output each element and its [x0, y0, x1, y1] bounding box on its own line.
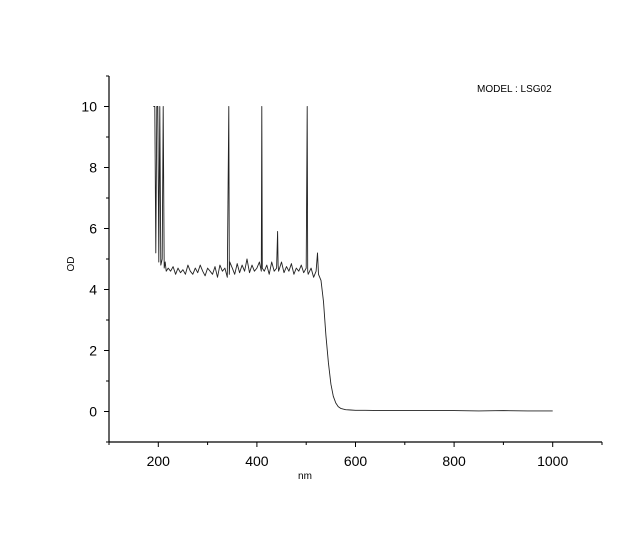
series-group	[153, 106, 553, 412]
x-tick-label: 800	[442, 453, 466, 469]
y-tick-label: 8	[89, 160, 97, 176]
x-tick-label: 400	[245, 453, 269, 469]
x-axis-title: nm	[298, 471, 312, 482]
y-axis-ticks: 0 2 4 6 8 10	[81, 75, 109, 443]
x-tick-label: 600	[344, 453, 368, 469]
y-tick-label: 0	[89, 404, 97, 420]
model-annotation: MODEL : LSG02	[477, 84, 552, 95]
series-line	[153, 106, 553, 412]
x-tick-label: 1000	[537, 453, 568, 469]
y-axis-title: OD	[66, 257, 77, 272]
x-axis-ticks: 200 400 600 800 1000	[108, 442, 603, 469]
y-tick-label: 6	[89, 221, 97, 237]
y-tick-label: 10	[81, 99, 97, 115]
axes	[108, 76, 602, 443]
x-tick-label: 200	[147, 453, 171, 469]
y-tick-label: 2	[89, 343, 97, 359]
y-tick-label: 4	[89, 282, 97, 298]
